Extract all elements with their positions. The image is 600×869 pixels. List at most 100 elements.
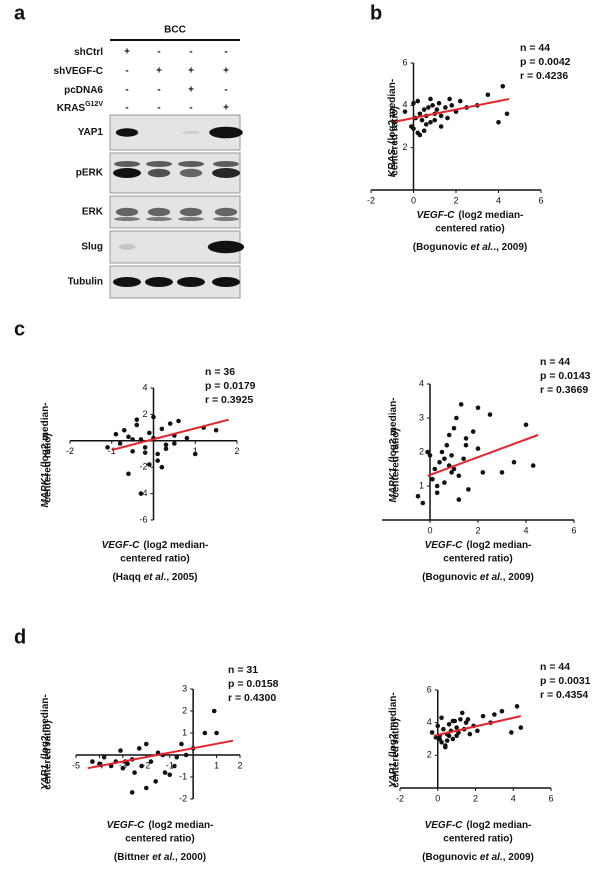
point bbox=[454, 725, 459, 730]
point bbox=[456, 497, 462, 502]
point bbox=[434, 490, 440, 496]
sign: - bbox=[157, 103, 160, 114]
x-gene: VEGF-C bbox=[102, 540, 141, 551]
point bbox=[514, 704, 520, 709]
point bbox=[148, 759, 154, 764]
source-italic: et al. bbox=[152, 852, 175, 863]
band-label: Slug bbox=[81, 242, 103, 253]
y-label: MAPK1 (log2 median- bbox=[40, 402, 51, 507]
point bbox=[449, 103, 455, 108]
point bbox=[434, 107, 440, 112]
y-label-text: (log2 median- bbox=[387, 79, 398, 144]
band bbox=[179, 168, 203, 178]
point bbox=[147, 430, 152, 436]
point bbox=[523, 422, 529, 428]
condition-label: pcDNA6 bbox=[64, 85, 103, 96]
point bbox=[179, 741, 184, 747]
stat: p = 0.0031 bbox=[540, 675, 591, 687]
point bbox=[465, 717, 471, 722]
sign: + bbox=[124, 47, 130, 58]
source: (Bogunovic et al.., 2009) bbox=[413, 242, 528, 253]
band bbox=[115, 128, 139, 137]
x-label-text: (log2 median- bbox=[143, 540, 208, 551]
band bbox=[113, 168, 141, 178]
source: (Bogunovic et al., 2009) bbox=[422, 572, 534, 583]
band bbox=[214, 207, 238, 217]
point bbox=[443, 743, 448, 748]
x-tick-label: 2 bbox=[475, 525, 480, 535]
point bbox=[450, 736, 456, 742]
point bbox=[458, 402, 464, 407]
y-tick-label: -6 bbox=[139, 514, 147, 524]
point bbox=[172, 441, 177, 446]
band bbox=[179, 207, 203, 217]
source-pre: (Bogunovic bbox=[422, 572, 480, 583]
band bbox=[147, 168, 171, 178]
point bbox=[437, 459, 442, 465]
source-italic: et al. bbox=[144, 572, 167, 583]
sign: + bbox=[156, 66, 162, 77]
point bbox=[417, 132, 423, 138]
sign: - bbox=[224, 85, 227, 96]
point bbox=[446, 432, 452, 438]
point bbox=[155, 458, 160, 463]
x-tick-label: -3 bbox=[119, 760, 127, 770]
x-tick-label: 4 bbox=[496, 195, 501, 205]
x-gene: VEGF-C bbox=[107, 820, 146, 831]
x-tick-label: 6 bbox=[571, 525, 576, 535]
x-label-text: (log2 median- bbox=[148, 820, 213, 831]
y-gene: YAP1 bbox=[40, 764, 51, 790]
point bbox=[437, 736, 442, 742]
point bbox=[466, 487, 471, 492]
point bbox=[511, 459, 517, 465]
point bbox=[211, 708, 217, 714]
point bbox=[105, 445, 110, 450]
x-gene: VEGF-C bbox=[425, 540, 464, 551]
point bbox=[129, 790, 135, 795]
point bbox=[167, 772, 173, 778]
x-tick-label: -1 bbox=[108, 446, 116, 456]
band bbox=[146, 217, 172, 221]
point bbox=[461, 456, 466, 462]
point bbox=[463, 442, 469, 448]
sign: + bbox=[188, 66, 194, 77]
band bbox=[178, 217, 204, 221]
band bbox=[207, 240, 245, 254]
x-gene: VEGF-C bbox=[425, 820, 464, 831]
y-label: YAP1 (log2 median- bbox=[388, 692, 399, 787]
x-label: VEGF-C (log2 median- bbox=[425, 820, 532, 831]
y-label-text: (log2 median- bbox=[40, 694, 51, 759]
band bbox=[115, 207, 139, 217]
stat: r = 0.3925 bbox=[205, 394, 253, 406]
source-post: , 2009) bbox=[503, 572, 534, 583]
y-tick-label: -4 bbox=[139, 488, 147, 498]
y-tick-label: 4 bbox=[402, 100, 407, 110]
y-label-text: (log2 median- bbox=[388, 397, 399, 462]
point bbox=[449, 453, 454, 458]
point bbox=[439, 715, 444, 721]
source-pre: (Bogunovic bbox=[422, 852, 480, 863]
y-label: YAP1 (log2 median- bbox=[40, 694, 51, 789]
point bbox=[101, 754, 107, 760]
x-label: VEGF-C (log2 median- bbox=[425, 540, 532, 551]
point bbox=[443, 105, 448, 110]
point bbox=[454, 733, 459, 739]
source-pre: (Bogunovic bbox=[413, 242, 471, 253]
trend-line bbox=[433, 715, 522, 737]
point bbox=[120, 765, 126, 771]
source: (Bittner et al., 2000) bbox=[114, 852, 206, 863]
point bbox=[130, 437, 135, 442]
x-tick-label: -2 bbox=[66, 446, 74, 456]
point bbox=[421, 107, 427, 112]
point bbox=[450, 718, 456, 724]
x-tick-label: -5 bbox=[72, 760, 80, 770]
trend-line bbox=[87, 739, 234, 770]
source: (Bogunovic et al., 2009) bbox=[422, 852, 534, 863]
sign: + bbox=[223, 66, 229, 77]
x-label-text: (log2 median- bbox=[466, 820, 531, 831]
point bbox=[411, 100, 416, 106]
point bbox=[153, 779, 158, 784]
y-label: MAPK1 (log2 median- bbox=[388, 397, 399, 502]
band-label: Tubulin bbox=[68, 277, 103, 288]
point bbox=[132, 770, 137, 775]
